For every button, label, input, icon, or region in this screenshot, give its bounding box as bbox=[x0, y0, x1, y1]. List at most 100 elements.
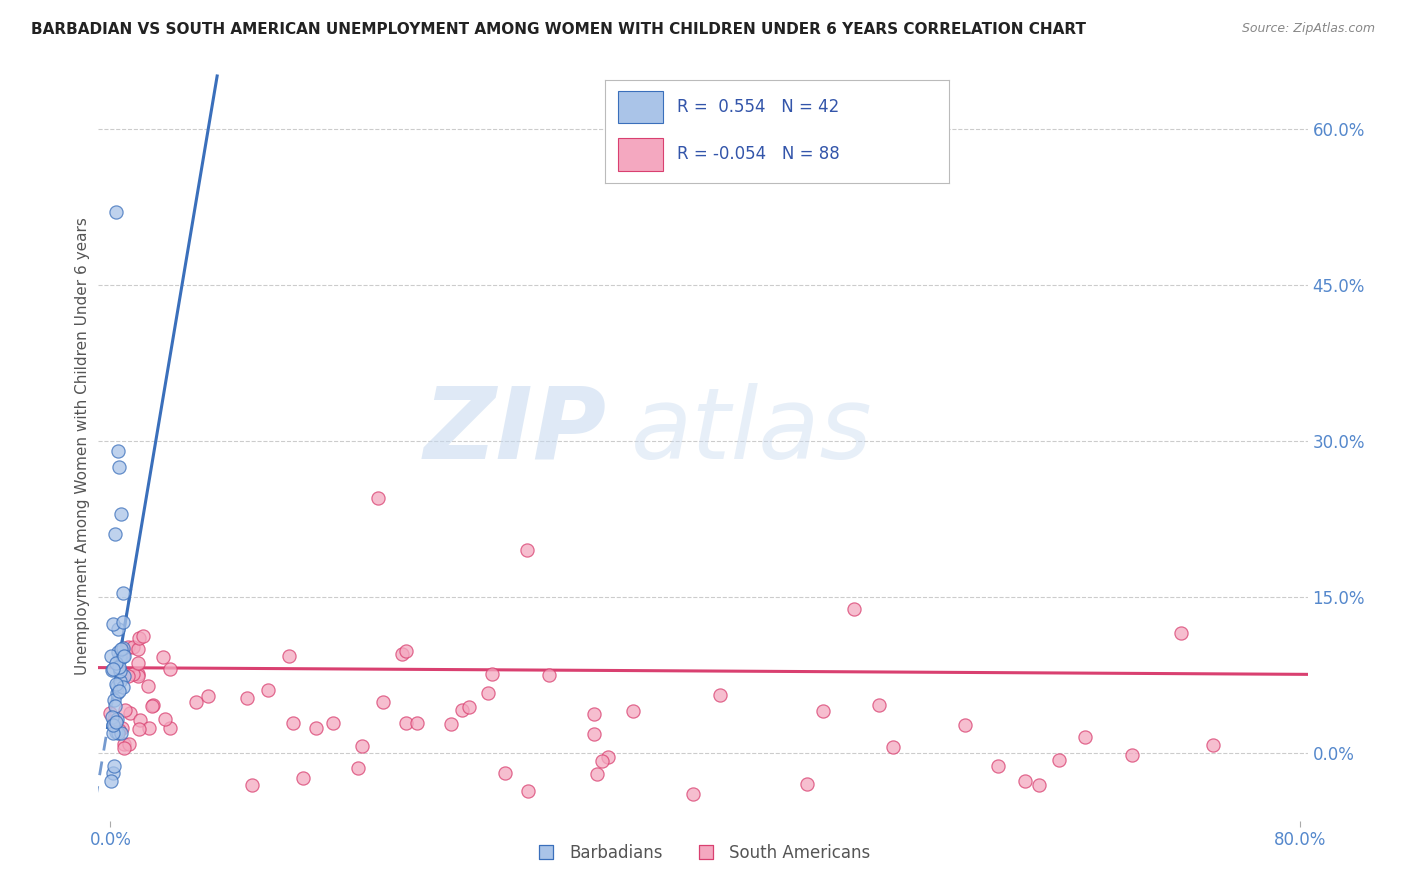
Point bbox=[346, 761, 368, 775]
Point bbox=[811, 704, 834, 718]
Point bbox=[621, 704, 644, 718]
Point bbox=[104, 677, 127, 691]
Point bbox=[112, 648, 135, 663]
Point bbox=[1028, 778, 1050, 792]
Point bbox=[101, 765, 124, 780]
Point bbox=[236, 691, 259, 706]
Point bbox=[114, 703, 136, 717]
Point bbox=[406, 715, 429, 730]
Point bbox=[100, 649, 122, 664]
Point bbox=[1170, 626, 1192, 640]
Point bbox=[103, 726, 125, 740]
Point bbox=[105, 713, 128, 727]
Point bbox=[582, 707, 605, 722]
Point bbox=[305, 722, 328, 736]
Point bbox=[517, 784, 540, 798]
Point bbox=[105, 715, 128, 730]
Point bbox=[100, 774, 122, 789]
Point bbox=[112, 737, 135, 751]
Point bbox=[127, 656, 149, 670]
Point bbox=[108, 723, 131, 737]
Point bbox=[131, 629, 153, 643]
Point bbox=[367, 491, 389, 505]
Point bbox=[112, 680, 135, 694]
Point bbox=[101, 717, 124, 731]
Point bbox=[103, 759, 125, 773]
FancyBboxPatch shape bbox=[619, 137, 664, 170]
Point bbox=[868, 698, 890, 712]
Point bbox=[882, 739, 904, 754]
Point bbox=[103, 693, 125, 707]
Point bbox=[107, 622, 129, 636]
Point bbox=[110, 507, 132, 521]
Point bbox=[100, 706, 122, 720]
Point bbox=[987, 759, 1010, 773]
Point bbox=[159, 721, 181, 735]
Point bbox=[516, 543, 538, 558]
Point bbox=[1121, 748, 1143, 763]
Point bbox=[111, 615, 134, 629]
Text: BARBADIAN VS SOUTH AMERICAN UNEMPLOYMENT AMONG WOMEN WITH CHILDREN UNDER 6 YEARS: BARBADIAN VS SOUTH AMERICAN UNEMPLOYMENT… bbox=[31, 22, 1085, 37]
Point bbox=[104, 698, 127, 713]
Point bbox=[352, 739, 374, 753]
Point bbox=[242, 778, 264, 792]
FancyBboxPatch shape bbox=[619, 91, 664, 123]
Point bbox=[197, 689, 219, 703]
Point bbox=[153, 712, 176, 726]
Point bbox=[1047, 753, 1070, 767]
Point bbox=[100, 710, 122, 724]
Point bbox=[257, 682, 280, 697]
Point bbox=[184, 695, 207, 709]
Point bbox=[112, 648, 135, 663]
Point bbox=[127, 669, 149, 683]
Point bbox=[440, 716, 463, 731]
Point bbox=[128, 632, 150, 646]
Point bbox=[494, 765, 516, 780]
Point bbox=[110, 664, 132, 678]
Point bbox=[477, 686, 499, 700]
Point bbox=[121, 666, 143, 681]
Point bbox=[108, 660, 131, 674]
Point bbox=[842, 602, 865, 616]
Point bbox=[105, 205, 128, 219]
Text: R =  0.554   N = 42: R = 0.554 N = 42 bbox=[676, 98, 839, 116]
Point bbox=[395, 644, 418, 658]
Point bbox=[103, 714, 125, 728]
Point bbox=[138, 721, 160, 735]
Point bbox=[394, 716, 416, 731]
Point bbox=[107, 645, 129, 659]
Point bbox=[142, 698, 165, 712]
Point bbox=[292, 771, 315, 785]
Point bbox=[112, 645, 135, 659]
Point bbox=[105, 686, 128, 700]
Point bbox=[152, 649, 174, 664]
Point bbox=[278, 649, 301, 664]
Point bbox=[101, 617, 124, 632]
Point bbox=[108, 673, 131, 688]
Point bbox=[596, 749, 619, 764]
Point bbox=[111, 641, 134, 656]
Point bbox=[1014, 774, 1036, 789]
Point bbox=[127, 642, 149, 657]
Point bbox=[104, 656, 127, 670]
Point bbox=[1202, 738, 1225, 752]
Point bbox=[709, 688, 731, 702]
Legend: Barbadians, South Americans: Barbadians, South Americans bbox=[529, 838, 877, 869]
Y-axis label: Unemployment Among Women with Children Under 6 years: Unemployment Among Women with Children U… bbox=[75, 217, 90, 675]
Point bbox=[108, 459, 131, 474]
Point bbox=[451, 703, 474, 717]
Point bbox=[591, 754, 613, 768]
Point bbox=[112, 741, 135, 756]
Point bbox=[112, 586, 135, 600]
Point bbox=[107, 444, 129, 458]
Point bbox=[373, 695, 395, 709]
Point bbox=[537, 667, 560, 681]
Point bbox=[105, 679, 128, 693]
Point bbox=[583, 727, 606, 741]
Point bbox=[159, 662, 181, 676]
Point bbox=[121, 640, 143, 654]
Point bbox=[117, 669, 139, 683]
Point bbox=[322, 716, 344, 731]
Point bbox=[391, 647, 413, 661]
Point bbox=[128, 722, 150, 736]
